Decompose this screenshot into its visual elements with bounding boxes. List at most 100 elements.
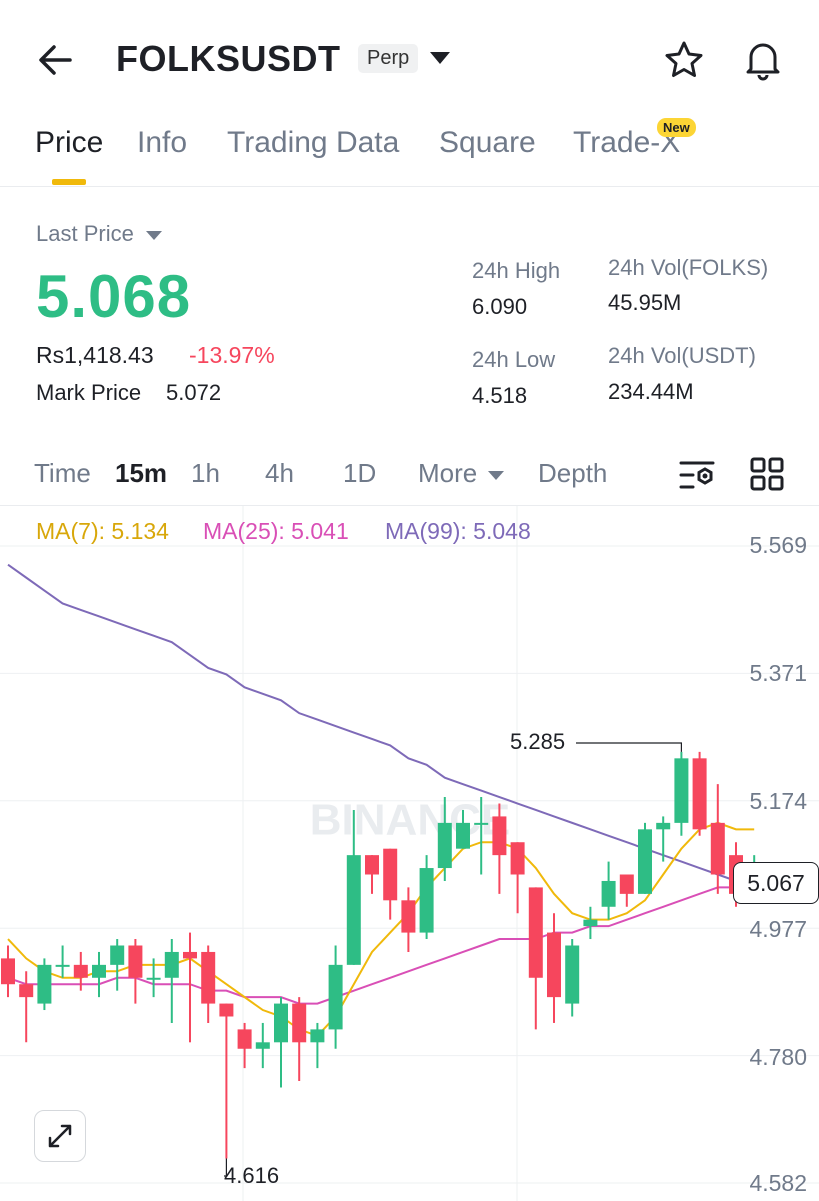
last-price-value: 5.068: [36, 263, 192, 330]
candle-body: [674, 758, 689, 823]
last-price-label: Last Price: [36, 221, 134, 246]
caret-down-icon: [488, 470, 505, 480]
watermark-text: BINANCE: [310, 795, 510, 844]
y-axis-label: 5.174: [749, 788, 807, 814]
timeframe-1d[interactable]: 1D: [343, 458, 377, 488]
tab-trading-data[interactable]: Trading Data: [227, 126, 400, 159]
timeframe-1h[interactable]: 1h: [191, 458, 220, 488]
candle-body: [528, 887, 543, 978]
tab-square[interactable]: Square: [439, 126, 536, 159]
chart-settings-button[interactable]: [677, 455, 721, 499]
candle-body: [383, 848, 398, 901]
candle-body: [128, 945, 143, 978]
top-bar: FOLKSUSDT Perp: [0, 0, 819, 110]
ma7-legend: MA(7): 5.134: [36, 518, 169, 544]
candle-body: [183, 951, 197, 959]
candle-body: [328, 964, 343, 1030]
timeframe-more[interactable]: More: [418, 458, 505, 489]
caret-down-icon[interactable]: [430, 52, 450, 64]
mark-price-label: Mark Price: [36, 380, 142, 405]
candle-body: [55, 964, 70, 967]
price-alert-button[interactable]: [741, 38, 785, 82]
candle-body: [164, 951, 179, 978]
last-price-selector[interactable]: Last Price: [36, 221, 162, 247]
mark-price-value: 5.072: [166, 380, 222, 405]
symbol-title[interactable]: FOLKSUSDT: [116, 38, 341, 79]
candle-body: [565, 945, 580, 1004]
candle-body: [255, 1042, 270, 1049]
expand-arrows-icon: [48, 1124, 72, 1148]
layout-button[interactable]: [748, 455, 792, 499]
ma25-legend: MA(25): 5.041: [203, 518, 349, 544]
star-icon: [665, 41, 703, 77]
y-axis-label: 5.371: [749, 660, 807, 686]
high-24h-label: 24h High: [472, 258, 561, 283]
candle-body: [1, 958, 15, 985]
y-axis-label: 4.780: [749, 1044, 807, 1070]
candle-body: [346, 855, 361, 965]
candle-body: [310, 1029, 325, 1043]
depth-tab[interactable]: Depth: [538, 458, 608, 488]
high-marker-label: 5.285: [510, 729, 566, 754]
candle-body: [237, 1029, 252, 1049]
high-24h-value: 6.090: [472, 294, 528, 319]
chart-settings-icon: [679, 461, 715, 489]
candle-body: [92, 964, 106, 978]
ma25-line: [7, 880, 755, 1005]
timeframe-4h[interactable]: 4h: [265, 458, 294, 488]
current-price-tag: 5.067: [733, 862, 819, 904]
candle-body: [292, 1003, 307, 1043]
candle-body: [401, 900, 416, 933]
tab-price[interactable]: Price: [35, 126, 104, 159]
tab-info[interactable]: Info: [137, 126, 188, 159]
vol-base-value: 45.95M: [608, 290, 682, 315]
vol-quote-value: 234.44M: [608, 379, 694, 404]
fullscreen-button[interactable]: [34, 1110, 86, 1162]
candle-body: [474, 822, 489, 825]
candlestick-chart[interactable]: BINANCE: [0, 505, 819, 1201]
candle-body: [456, 822, 470, 849]
candle-body: [619, 874, 634, 894]
favorite-button[interactable]: [662, 38, 706, 82]
candle-body: [547, 932, 561, 998]
candle-body: [710, 822, 725, 875]
candle-body: [274, 1003, 288, 1043]
candle-body: [656, 822, 671, 830]
chart-canvas: BINANCE: [0, 506, 819, 1201]
section-tabs: Price Info Trading Data Square Trade-X: [0, 110, 819, 187]
candle-body: [146, 977, 161, 980]
y-axis-label: 4.977: [749, 916, 807, 942]
high-marker-line: [576, 742, 683, 752]
candle-body: [19, 984, 34, 998]
ma99-line: [7, 563, 755, 882]
timeframe-more-label: More: [418, 458, 478, 488]
timeframe-time[interactable]: Time: [34, 458, 91, 488]
candle-body: [692, 758, 707, 830]
back-button[interactable]: [34, 38, 78, 82]
caret-down-icon: [145, 230, 162, 240]
fiat-price: Rs1,418.43: [36, 342, 154, 368]
price-change-percent: -13.97%: [189, 342, 275, 368]
bell-icon: [746, 43, 780, 81]
candle-body: [365, 855, 379, 875]
grid-layout-icon: [750, 457, 784, 491]
y-axis-label: 5.569: [749, 532, 807, 558]
y-axis-label: 4.582: [749, 1170, 807, 1196]
low-marker-label: 4.616: [224, 1163, 280, 1188]
candle-body: [583, 919, 598, 927]
vol-quote-label: 24h Vol(USDT): [608, 343, 756, 368]
low-marker-line: [224, 1158, 227, 1177]
candle-body: [73, 964, 88, 978]
candle-body: [601, 880, 616, 907]
candle-body: [37, 964, 52, 1004]
timeframe-15m[interactable]: 15m: [115, 458, 168, 488]
candle-body: [492, 816, 507, 856]
arrow-left-icon: [39, 45, 72, 75]
candle-body: [201, 951, 216, 1004]
candle-body: [419, 868, 434, 933]
contract-type-badge: Perp: [358, 44, 419, 73]
ma99-legend: MA(99): 5.048: [385, 518, 531, 544]
vol-base-label: 24h Vol(FOLKS): [608, 255, 769, 280]
new-badge: New: [657, 118, 696, 137]
candle-body: [510, 842, 525, 875]
